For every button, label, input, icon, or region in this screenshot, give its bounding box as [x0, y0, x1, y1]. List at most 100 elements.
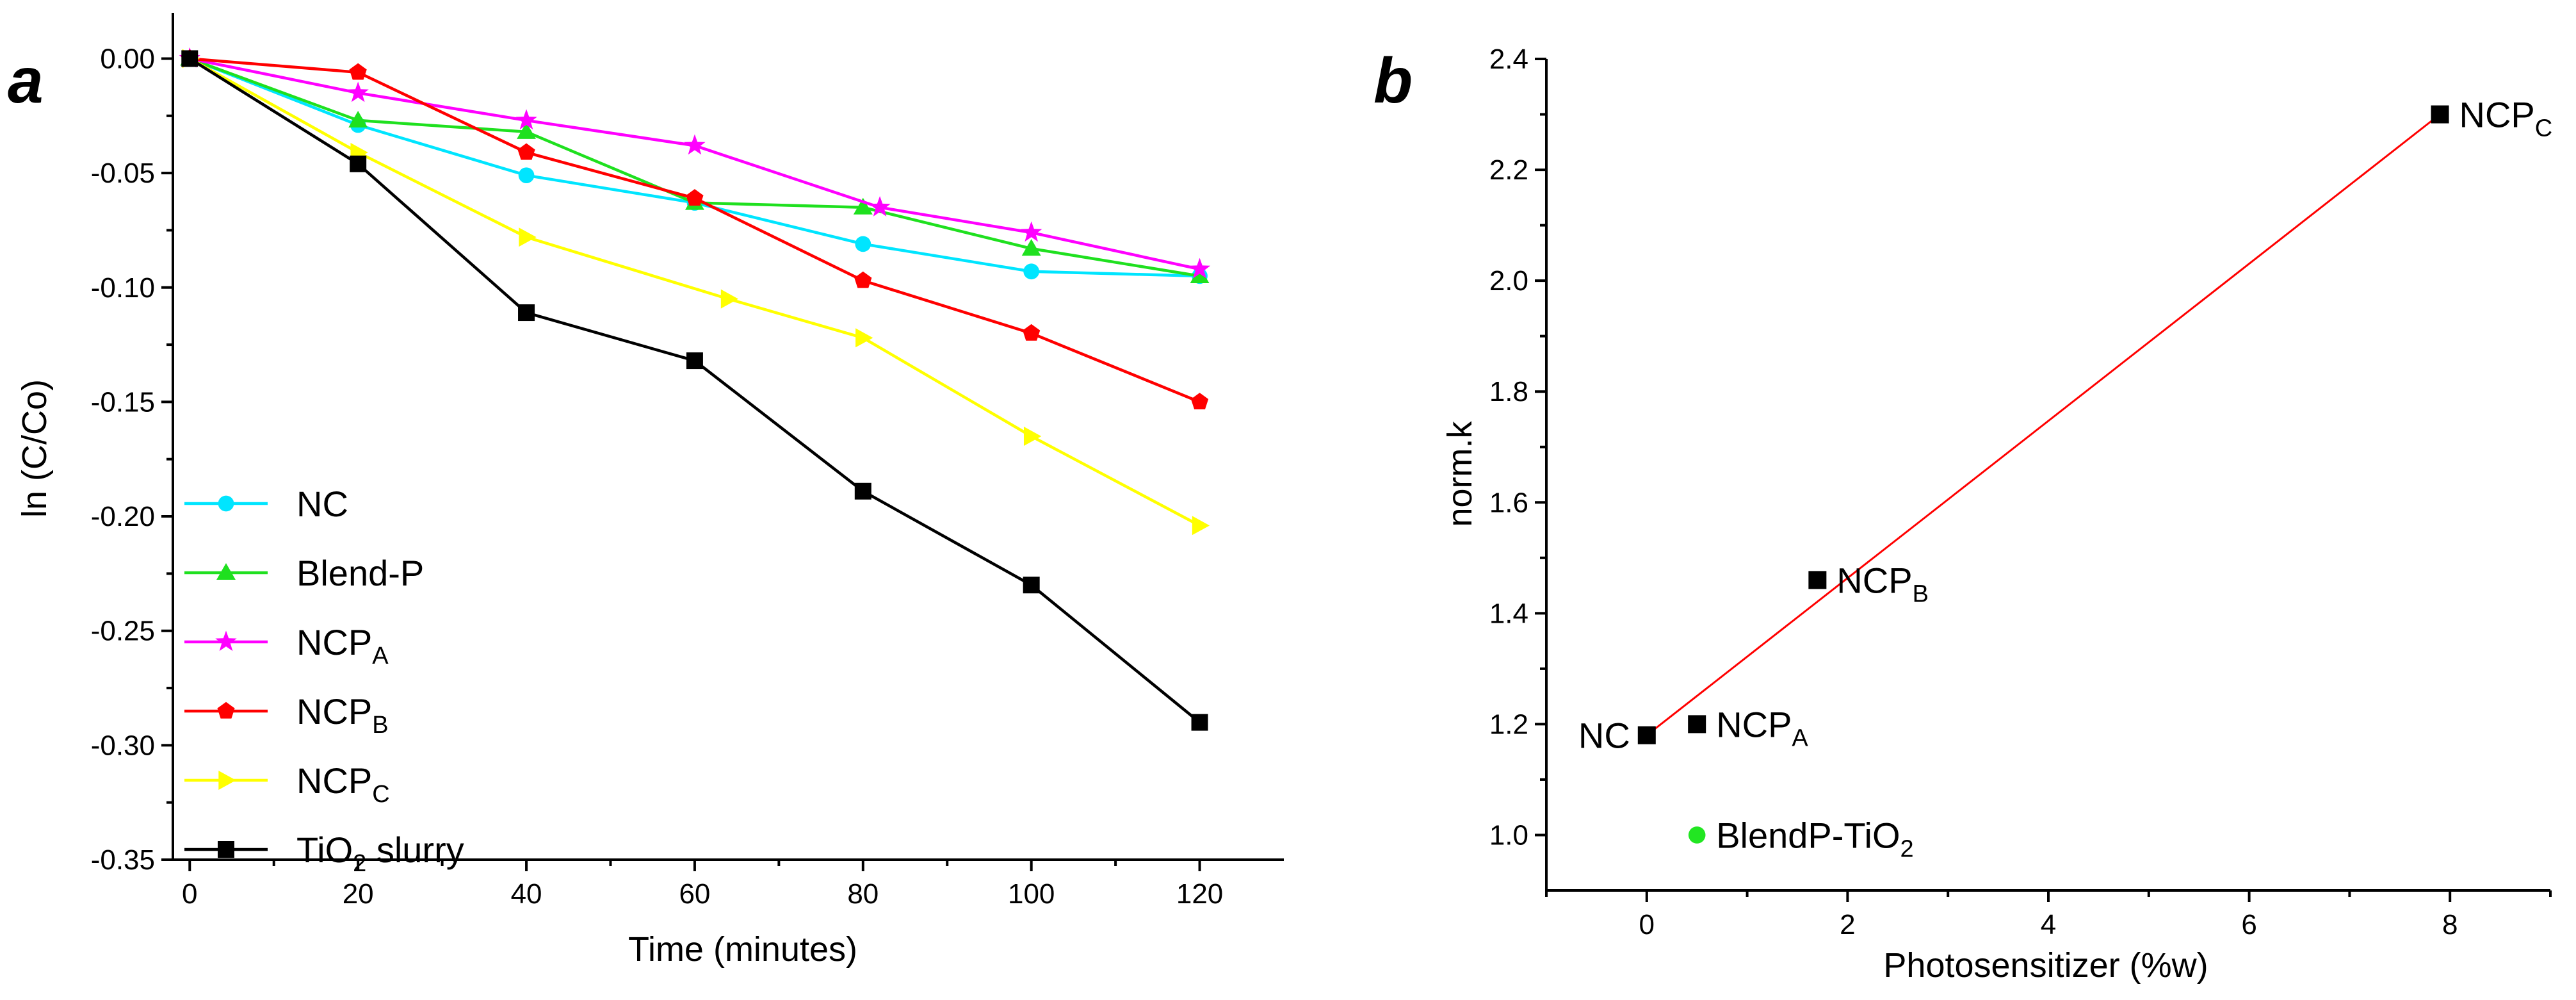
data-point-tio2-slurry [686, 352, 703, 370]
legend-label-tio2-slurry: TiO2 slurry [296, 830, 464, 877]
panel-b-y-tick-label: 1.4 [1489, 598, 1528, 629]
panel-b-x-tick-label: 4 [2041, 909, 2056, 940]
panel-a-x-tick-label: 20 [343, 878, 374, 910]
data-point-ncpb [686, 189, 704, 206]
panel-a-y-tick-label: -0.20 [91, 501, 155, 532]
panel-b-y-tick-label: 2.0 [1489, 265, 1528, 297]
legend-label-ncpb: NCPB [296, 691, 389, 739]
panel-a-plot-area [179, 47, 1211, 731]
legend-marker-ncpa [215, 630, 237, 652]
data-point-blendp-tio2 [1688, 826, 1706, 844]
series-line-ncpb [190, 57, 1201, 404]
legend-marker-tio2-slurry [218, 841, 234, 858]
panel-a-y-tick-label: -0.25 [91, 616, 155, 647]
panel-a-x-tick-label: 60 [679, 878, 710, 910]
data-point-tio2-slurry [854, 482, 871, 500]
series-line-nc [189, 57, 1200, 278]
data-point-blend-p [348, 110, 368, 127]
panel-b-letter: b [1373, 45, 1413, 117]
data-point-ncpa [347, 81, 369, 102]
panel-b-x-axis-title: Photosensitizer (%w) [1883, 946, 2208, 985]
data-point-nc [1637, 726, 1656, 744]
data-point-tio2-slurry [1023, 577, 1040, 594]
legend-label-ncpc: NCPC [296, 760, 390, 808]
data-point-nc [518, 167, 535, 184]
data-point-tio2-slurry [1191, 714, 1208, 731]
panel-b-x-tick-label: 8 [2442, 909, 2458, 940]
panel-a-y-tick-label: -0.35 [91, 844, 155, 876]
panel-a-axes: 0 20 40 60 80 100 120 0.00 -0.05 -0.10 -0.15 -0.20 -… [91, 13, 1284, 910]
data-point-blend-p [1190, 266, 1210, 283]
data-point-ncpc [720, 289, 739, 309]
panel-b-plot-area: NC NCPA NCPB NCPC BlendP-TiO2 [1578, 95, 2552, 863]
panel-a-x-tick-label: 120 [1176, 878, 1223, 910]
series-line-ncpc [189, 57, 1201, 527]
legend-marker-blend-p [216, 563, 236, 580]
series-line-ncpa [189, 57, 1201, 271]
panel-b-x-tick-label: 2 [1840, 909, 1855, 940]
data-point-tio2-slurry [350, 155, 367, 172]
panel-a-y-tick-label: 0.00 [100, 43, 155, 74]
data-point-ncpa [1188, 258, 1211, 279]
data-point-nc [855, 236, 871, 252]
panel-a-x-tick-label: 40 [511, 878, 542, 910]
data-point-tio2-slurry [181, 50, 198, 67]
data-point-blend-p [853, 197, 873, 215]
data-point-ncpb [854, 271, 872, 288]
panel-a-x-axis-title: Time (minutes) [628, 930, 857, 969]
data-point-ncpc [1023, 427, 1042, 446]
panel-b-y-tick-label: 1.2 [1489, 709, 1528, 740]
panel-a-legend: NC Blend-P NCPA NCPB NCPC TiO2 slurry [184, 484, 464, 877]
panel-b: b NC NCPA NCPB NCPC BlendP-TiO2 0 2 4 6 8 1.0 1.2 1… [1373, 44, 2552, 985]
legend-marker-nc [218, 495, 234, 512]
panel-b-y-tick-label: 2.2 [1489, 154, 1528, 186]
panel-a-letter: a [8, 45, 44, 117]
point-label-ncpb: NCPB [1836, 560, 1929, 607]
panel-a-x-tick-label: 100 [1008, 878, 1055, 910]
panel-b-y-axis-title: norm.k [1441, 420, 1479, 527]
panel-b-y-tick-label: 1.6 [1489, 487, 1528, 518]
point-label-nc: NC [1578, 716, 1630, 756]
data-point-ncpc [855, 328, 873, 348]
panel-a-y-tick-label: -0.05 [91, 158, 155, 189]
data-point-ncpb [1808, 571, 1827, 589]
data-point-tio2-slurry [518, 304, 535, 322]
panel-b-axes: 0 2 4 6 8 1.0 1.2 1.4 1.6 1.8 2.0 2.2 2.4 [1489, 44, 2552, 940]
panel-a-y-tick-label: -0.30 [91, 730, 155, 761]
data-point-ncpc [1192, 516, 1210, 536]
data-point-ncpa [1688, 715, 1706, 734]
panel-a-y-tick-label: -0.10 [91, 272, 155, 304]
data-point-ncpa [869, 196, 891, 217]
data-point-blend-p [517, 122, 536, 139]
data-point-ncpb [517, 143, 535, 160]
legend-label-blend-p: Blend-P [296, 553, 424, 593]
data-point-blend-p [1021, 239, 1041, 256]
panel-b-y-tick-label: 2.4 [1489, 44, 1528, 75]
point-label-ncpa: NCPA [1716, 704, 1808, 751]
panel-b-y-tick-label: 1.8 [1489, 376, 1528, 407]
data-point-ncpa [684, 134, 706, 155]
data-point-ncpb [1023, 324, 1041, 341]
panel-a-y-axis-title: ln (C/Co) [15, 379, 54, 518]
panel-b-x-tick-label: 0 [1639, 909, 1655, 940]
panel-a-x-tick-label: 0 [182, 878, 197, 910]
fit-line [1646, 113, 2441, 736]
panel-b-x-tick-label: 6 [2241, 909, 2256, 940]
data-point-ncpa [1020, 221, 1042, 242]
data-point-ncpc [519, 227, 537, 247]
data-point-ncpb [349, 63, 367, 80]
point-label-ncpc: NCPC [2459, 95, 2553, 142]
series-line-blend-p [189, 57, 1200, 278]
panel-a-x-tick-label: 80 [847, 878, 879, 910]
legend-label-ncpa: NCPA [296, 622, 389, 669]
data-point-ncpb [1190, 393, 1209, 409]
data-point-ncpa [515, 109, 537, 130]
legend-marker-ncpc [218, 771, 236, 790]
panel-b-y-tick-label: 1.0 [1489, 819, 1528, 851]
panel-a-y-tick-label: -0.15 [91, 386, 155, 418]
data-point-ncpc [2431, 105, 2449, 124]
legend-label-nc: NC [296, 484, 348, 524]
data-point-nc [1023, 263, 1040, 280]
point-label-blendp-tio2: BlendP-TiO2 [1716, 815, 1914, 862]
